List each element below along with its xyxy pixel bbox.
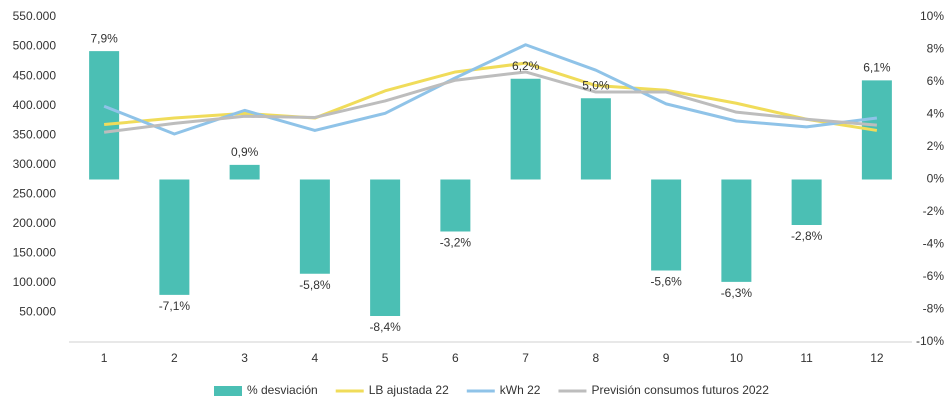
x-tick-label: 5 <box>382 351 389 365</box>
y2-tick-label: -8% <box>923 302 945 316</box>
y-tick-label: 300.000 <box>13 157 57 171</box>
legend-label: % desviación <box>247 383 318 397</box>
bar <box>580 98 611 180</box>
legend-label: kWh 22 <box>500 383 541 397</box>
x-tick-label: 4 <box>312 351 319 365</box>
bar <box>791 179 822 225</box>
y-tick-label: 250.000 <box>13 186 57 200</box>
y-tick-label: 350.000 <box>13 127 57 141</box>
x-tick-label: 12 <box>870 351 884 365</box>
y-tick-label: 100.000 <box>13 275 57 289</box>
y-tick-label: 50.000 <box>19 305 56 319</box>
data-label: -2,8% <box>791 229 823 243</box>
x-tick-label: 1 <box>101 351 108 365</box>
data-label: 5,0% <box>582 78 610 92</box>
bar <box>510 78 541 180</box>
y2-tick-label: -10% <box>916 334 944 348</box>
y2-tick-label: 0% <box>927 172 945 186</box>
bar <box>229 164 260 180</box>
y-tick-label: 550.000 <box>13 9 57 23</box>
data-label: -6,3% <box>721 286 753 300</box>
y2-tick-label: 4% <box>927 107 945 121</box>
x-tick-label: 8 <box>593 351 600 365</box>
bar <box>651 179 682 271</box>
y2-tick-label: 6% <box>927 74 945 88</box>
legend-label: Previsión consumos futuros 2022 <box>591 383 769 397</box>
y-tick-label: 450.000 <box>13 68 57 82</box>
x-tick-label: 10 <box>730 351 744 365</box>
y2-tick-label: -4% <box>923 237 945 251</box>
data-label: 0,9% <box>231 145 259 159</box>
bar <box>440 179 471 232</box>
x-tick-label: 11 <box>800 351 813 365</box>
legend-swatch <box>214 386 242 396</box>
x-tick-label: 6 <box>452 351 459 365</box>
bar <box>299 179 330 274</box>
y-tick-label: 400.000 <box>13 98 57 112</box>
legend-label: LB ajustada 22 <box>369 383 449 397</box>
x-tick-label: 7 <box>522 351 529 365</box>
y-tick-label: 150.000 <box>13 246 57 260</box>
bar <box>159 179 190 295</box>
bar <box>721 179 752 282</box>
y2-tick-label: -6% <box>923 269 945 283</box>
data-label: -8,4% <box>369 320 401 334</box>
y2-tick-label: 10% <box>920 9 944 23</box>
bar <box>370 179 401 316</box>
x-tick-label: 2 <box>171 351 178 365</box>
bar <box>89 51 120 180</box>
x-tick-label: 9 <box>663 351 670 365</box>
data-label: 6,2% <box>512 59 540 73</box>
y2-tick-label: -2% <box>923 204 945 218</box>
data-label: 6,1% <box>863 61 891 75</box>
line <box>103 43 878 136</box>
data-label: 7,9% <box>90 31 118 45</box>
y2-tick-label: 2% <box>927 139 945 153</box>
data-label: -5,8% <box>299 278 331 292</box>
x-tick-label: 3 <box>241 351 248 365</box>
data-label: -5,6% <box>650 275 682 289</box>
data-label: -3,2% <box>440 236 472 250</box>
y-tick-label: 500.000 <box>13 39 57 53</box>
data-label: -7,1% <box>159 299 191 313</box>
line <box>103 61 878 132</box>
line <box>103 70 878 134</box>
y2-tick-label: 8% <box>927 42 945 56</box>
y-tick-label: 200.000 <box>13 216 57 230</box>
